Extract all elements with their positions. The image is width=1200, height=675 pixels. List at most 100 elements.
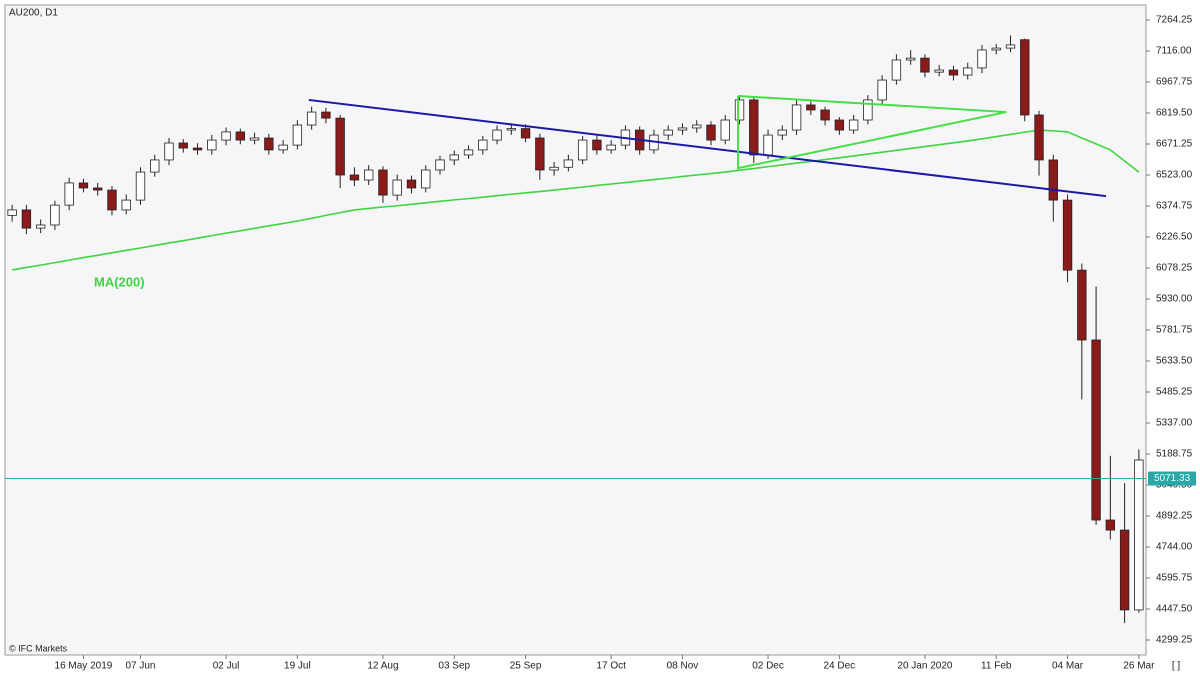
candle-body — [135, 171, 146, 201]
candle-body — [1105, 519, 1116, 531]
candle-body — [21, 209, 32, 229]
candle-body — [1091, 339, 1101, 521]
source: © IFC Markets — [9, 643, 68, 653]
candle-body — [1077, 269, 1087, 341]
x-tick-label: 04 Mar — [1052, 661, 1084, 672]
candle-body — [421, 169, 431, 189]
x-tick-label: 20 Jan 2020 — [897, 661, 952, 672]
candle-body — [478, 139, 488, 151]
candle-body — [150, 159, 160, 173]
y-tick-label: 4299.25 — [1156, 635, 1193, 646]
candle-body — [763, 134, 773, 156]
y-tick-label: 5337.00 — [1156, 418, 1193, 429]
candle-body — [1062, 199, 1073, 271]
candle-body — [306, 111, 317, 126]
x-tick-label: 26 Mar — [1123, 661, 1155, 672]
candle-body — [392, 179, 402, 196]
x-tick-label: 02 Dec — [752, 661, 784, 672]
candle-body — [592, 139, 602, 151]
candle-body — [492, 129, 502, 141]
candle-body — [463, 149, 474, 156]
candle-body — [563, 159, 574, 168]
candle-body — [1119, 529, 1130, 611]
trendline — [737, 94, 1007, 170]
candle-body — [435, 159, 445, 171]
candle-body — [891, 59, 902, 81]
candle-body — [963, 67, 973, 76]
y-tick-label: 7116.00 — [1156, 46, 1192, 57]
candle-body — [606, 144, 616, 151]
candle-body — [1134, 459, 1144, 611]
y-tick-label: 5930.00 — [1156, 294, 1193, 305]
candle-body — [877, 79, 887, 101]
candle-body — [1005, 44, 1016, 49]
candle-body — [93, 187, 103, 191]
candle-body — [749, 99, 759, 156]
last-price-label: 5071.33 — [1154, 473, 1191, 484]
candle-body — [164, 142, 174, 161]
candle-body — [934, 69, 944, 73]
candle-body — [207, 139, 217, 151]
y-tick-label: 6374.75 — [1156, 201, 1193, 212]
candle-body — [235, 131, 246, 141]
x-tick-label: 08 Nov — [667, 661, 699, 672]
candle-body — [806, 104, 816, 111]
candle-body — [449, 154, 459, 161]
candle-body — [677, 127, 688, 131]
candle-body — [192, 147, 203, 151]
candle-body — [905, 57, 916, 61]
candle-body — [506, 128, 516, 131]
y-tick-label: 4595.75 — [1156, 573, 1193, 584]
candle-body — [520, 128, 531, 139]
candle-body — [50, 204, 60, 226]
candle-body — [577, 139, 588, 161]
candle-body — [107, 189, 117, 211]
y-tick-label: 5633.50 — [1156, 356, 1193, 367]
x-tick-label: 24 Dec — [824, 661, 856, 672]
candle-body — [78, 182, 89, 189]
corner-icon: [ ] — [1172, 661, 1181, 672]
candle-body — [692, 124, 702, 129]
candle-body — [264, 137, 274, 151]
candle-body — [349, 174, 360, 181]
y-tick-label: 5188.75 — [1156, 449, 1193, 460]
candle-body — [991, 47, 1001, 51]
candle-body — [1034, 114, 1044, 161]
candle-body — [378, 169, 388, 196]
y-tick-label: 6671.25 — [1156, 139, 1193, 150]
candle-body — [335, 117, 345, 176]
x-tick-label: 25 Sep — [510, 661, 542, 672]
candle-body — [663, 129, 673, 136]
x-tick-label: 17 Oct — [596, 661, 626, 672]
chart-title: AU200, D1 — [9, 8, 58, 19]
y-tick-label: 6078.25 — [1156, 263, 1193, 274]
y-tick-label: 4892.25 — [1156, 511, 1193, 522]
y-tick-label: 6523.00 — [1156, 170, 1193, 181]
y-tick-label: 7264.25 — [1156, 15, 1193, 26]
candle-body — [535, 137, 545, 171]
candle-body — [321, 111, 331, 119]
candle-body — [7, 209, 17, 216]
candle-body — [1020, 39, 1030, 116]
x-tick-label: 11 Feb — [981, 661, 1012, 672]
candle-body — [249, 137, 260, 141]
candle-body — [948, 69, 959, 76]
x-tick-label: 12 Aug — [367, 661, 398, 672]
x-tick-label: 02 Jul — [213, 661, 240, 672]
candle-body — [820, 109, 830, 121]
candle-body — [791, 104, 802, 131]
y-tick-label: 6819.50 — [1156, 108, 1193, 119]
candle-body — [863, 99, 873, 121]
ma-label: MA(200) — [94, 274, 145, 289]
plot-area — [4, 4, 1147, 656]
candle-body — [977, 49, 987, 69]
candle-body — [706, 124, 716, 141]
candle-body — [292, 124, 303, 146]
y-tick-label: 5485.25 — [1156, 387, 1193, 398]
candle-body — [364, 169, 374, 181]
candle-body — [221, 131, 231, 141]
candle-body — [1048, 159, 1058, 201]
ma-line — [11, 129, 1140, 271]
x-tick-label: 19 Jul — [284, 661, 311, 672]
